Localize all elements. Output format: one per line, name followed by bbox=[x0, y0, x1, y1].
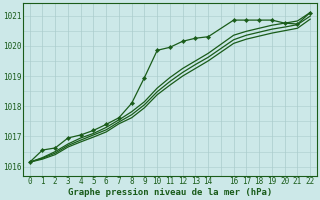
X-axis label: Graphe pression niveau de la mer (hPa): Graphe pression niveau de la mer (hPa) bbox=[68, 188, 272, 197]
